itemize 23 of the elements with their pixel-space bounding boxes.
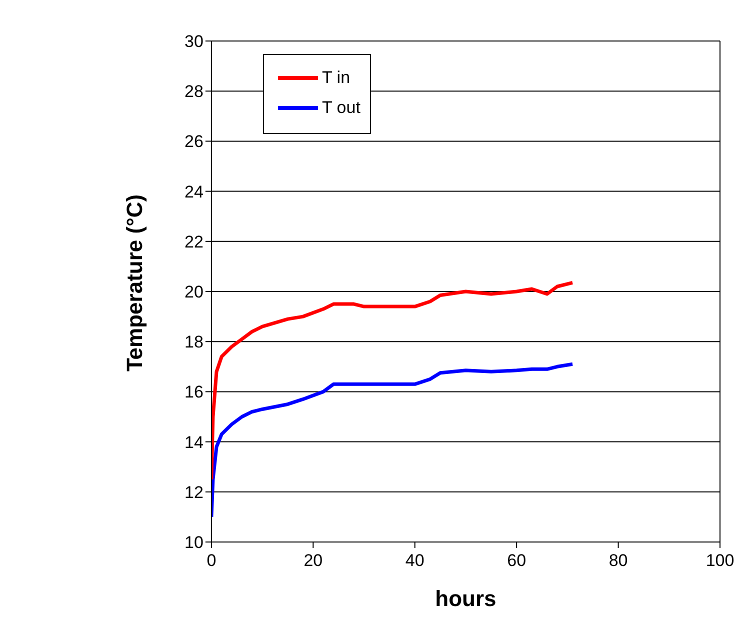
x-tick-label: 0 [206, 551, 216, 570]
y-tick-label: 16 [184, 382, 204, 402]
y-tick-label: 28 [184, 82, 204, 102]
legend-label: T out [322, 98, 360, 118]
y-tick-label: 14 [184, 432, 204, 452]
x-tick-label: 60 [507, 551, 526, 570]
y-axis-title: Temperature (°C) [122, 194, 148, 372]
y-tick-label: 26 [184, 132, 204, 152]
y-tick-label: 12 [184, 482, 204, 502]
x-tick-label: 80 [608, 551, 628, 570]
line-series [211, 362, 574, 519]
y-tick-label: 30 [184, 32, 204, 52]
y-tick-label: 18 [184, 332, 204, 352]
legend-label: T in [322, 68, 350, 88]
x-axis-title: hours [435, 586, 496, 611]
line-series [211, 280, 574, 482]
y-tick-label: 20 [184, 282, 204, 302]
x-tick-label: 100 [706, 551, 734, 570]
y-tick-label: 24 [184, 182, 204, 202]
y-tick-label: 10 [184, 533, 204, 552]
y-tick-label: 22 [184, 232, 204, 252]
x-tick-label: 20 [304, 551, 323, 570]
x-tick-label: 40 [405, 551, 424, 570]
